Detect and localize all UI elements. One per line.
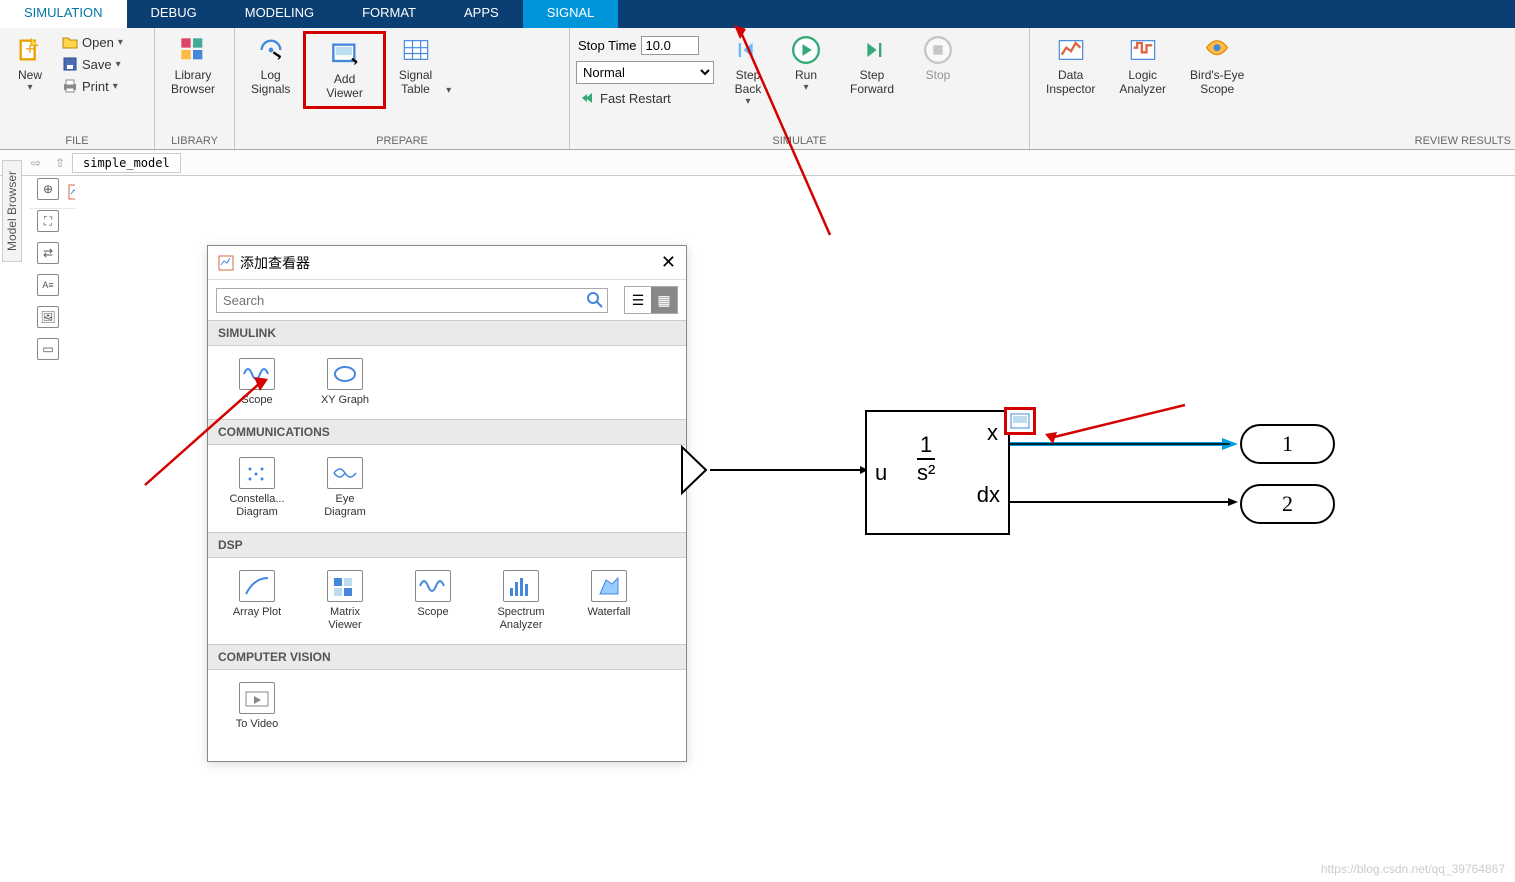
- logic-analyzer-icon: [1129, 36, 1157, 64]
- viewer-spectrum[interactable]: Spectrum Analyzer: [486, 570, 556, 632]
- log-signals-button[interactable]: Log Signals: [241, 32, 300, 100]
- viewer-constellation[interactable]: Constella... Diagram: [222, 457, 292, 519]
- step-forward-icon: [858, 36, 886, 64]
- outport-1[interactable]: 1: [1240, 424, 1335, 464]
- open-button[interactable]: Open▾: [58, 32, 127, 52]
- ribbon-tabs: SIMULATION DEBUG MODELING FORMAT APPS SI…: [0, 0, 1515, 28]
- fast-restart-button[interactable]: Fast Restart: [576, 88, 714, 108]
- dialog-body: SIMULINK Scope XY Graph COMMUNICATIONS C…: [208, 320, 686, 761]
- nav-fwd-button[interactable]: ⇨: [24, 151, 48, 175]
- palette-fit-icon[interactable]: ⛶: [37, 210, 59, 232]
- tab-apps[interactable]: APPS: [440, 0, 523, 28]
- save-icon: [62, 56, 78, 72]
- tab-signal[interactable]: SIGNAL: [523, 0, 619, 28]
- category-simulink: SIMULINK: [208, 320, 686, 346]
- logic-analyzer-button[interactable]: Logic Analyzer: [1109, 32, 1176, 100]
- step-forward-button[interactable]: Step Forward: [840, 32, 904, 100]
- dialog-title: 添加查看器: [240, 253, 310, 273]
- birdseye-scope-button[interactable]: Bird's-Eye Scope: [1180, 32, 1254, 100]
- svg-text:+: +: [25, 41, 35, 59]
- palette-box-icon[interactable]: ▭: [37, 338, 59, 360]
- model-browser-tab[interactable]: Model Browser: [2, 160, 22, 262]
- library-browser-button[interactable]: Library Browser: [161, 32, 225, 100]
- signal-table-button[interactable]: Signal Table: [389, 32, 442, 100]
- step-back-button[interactable]: Step Back▾: [724, 32, 772, 111]
- palette-annotation-icon[interactable]: A≡: [37, 274, 59, 296]
- new-icon: +: [16, 36, 44, 64]
- dialog-icon: [218, 255, 234, 271]
- folder-icon: [62, 34, 78, 50]
- integrator-block[interactable]: u x dx 1s²: [865, 410, 1010, 535]
- print-button[interactable]: Print▾: [58, 76, 127, 96]
- stoptime-label: Stop Time: [578, 38, 637, 53]
- viewer-xygraph[interactable]: XY Graph: [310, 358, 380, 407]
- tab-debug[interactable]: DEBUG: [127, 0, 221, 28]
- wire-out-2: [1010, 498, 1240, 508]
- list-view-button[interactable]: ☰: [625, 287, 651, 313]
- watermark: https://blog.csdn.net/qq_39764867: [1321, 862, 1505, 876]
- print-icon: [62, 78, 78, 94]
- stoptime-input[interactable]: [641, 36, 699, 55]
- viewer-badge[interactable]: [1004, 407, 1036, 435]
- section-label-simulate: SIMULATE: [570, 133, 1029, 149]
- birdseye-icon: [1203, 36, 1231, 64]
- new-button[interactable]: + New▾: [6, 32, 54, 97]
- left-palette: ⊕ ⛶ ⇄ A≡ 🖼 ▭: [28, 178, 68, 360]
- add-viewer-icon: [331, 40, 359, 68]
- section-label-library: LIBRARY: [155, 133, 234, 149]
- viewer-eye[interactable]: Eye Diagram: [310, 457, 380, 519]
- fast-restart-icon: [580, 90, 596, 106]
- run-button[interactable]: Run▾: [782, 32, 830, 97]
- nav-up-button[interactable]: ⇧: [48, 151, 72, 175]
- dialog-search-input[interactable]: [216, 288, 608, 313]
- search-icon[interactable]: [586, 291, 604, 309]
- data-inspector-icon: [1057, 36, 1085, 64]
- input-port-icon: [680, 445, 710, 505]
- tab-simulation[interactable]: SIMULATION: [0, 0, 127, 28]
- category-dsp: DSP: [208, 532, 686, 558]
- data-inspector-button[interactable]: Data Inspector: [1036, 32, 1105, 100]
- signal-table-icon: [402, 36, 430, 64]
- palette-zoom-icon[interactable]: ⊕: [37, 178, 59, 200]
- dialog-close-button[interactable]: ✕: [661, 252, 676, 273]
- section-label-file: FILE: [0, 133, 154, 149]
- viewer-tovideo[interactable]: To Video: [222, 682, 292, 731]
- tab-modeling[interactable]: MODELING: [221, 0, 338, 28]
- simulation-mode-select[interactable]: Normal: [576, 61, 714, 84]
- viewer-arrayplot[interactable]: Array Plot: [222, 570, 292, 632]
- toolstrip: + New▾ Open▾ Save▾ Print▾ FILE Library B…: [0, 28, 1515, 150]
- palette-arrows-icon[interactable]: ⇄: [37, 242, 59, 264]
- category-cv: COMPUTER VISION: [208, 644, 686, 670]
- stop-button[interactable]: Stop: [914, 32, 962, 86]
- run-icon: [792, 36, 820, 64]
- model-bar: ⇦ ⇨ ⇧ simple_model: [0, 150, 1515, 176]
- breadcrumb-model[interactable]: simple_model: [72, 153, 181, 173]
- tab-format[interactable]: FORMAT: [338, 0, 440, 28]
- section-label-review: REVIEW RESULTS: [1030, 133, 1515, 149]
- step-back-icon: [734, 36, 762, 64]
- grid-view-button[interactable]: ▦: [651, 287, 677, 313]
- log-signals-icon: [257, 36, 285, 64]
- add-viewer-button[interactable]: Add Viewer: [304, 32, 384, 108]
- palette-image-icon[interactable]: 🖼: [37, 306, 59, 328]
- library-icon: [179, 36, 207, 64]
- wire-out-1-inner: [1010, 440, 1240, 448]
- viewer-scope[interactable]: Scope: [222, 358, 292, 407]
- wire-in: [710, 466, 870, 476]
- save-button[interactable]: Save▾: [58, 54, 127, 74]
- viewer-waterfall[interactable]: Waterfall: [574, 570, 644, 632]
- outport-2[interactable]: 2: [1240, 484, 1335, 524]
- viewer-dsp-scope[interactable]: Scope: [398, 570, 468, 632]
- add-viewer-dialog: 添加查看器 ✕ ☰ ▦ SIMULINK Scope XY Graph COMM…: [207, 245, 687, 762]
- stop-icon: [924, 36, 952, 64]
- section-label-prepare: PREPARE: [235, 133, 569, 149]
- viewer-badge-icon: [1010, 413, 1030, 429]
- category-communications: COMMUNICATIONS: [208, 419, 686, 445]
- viewer-matrixviewer[interactable]: Matrix Viewer: [310, 570, 380, 632]
